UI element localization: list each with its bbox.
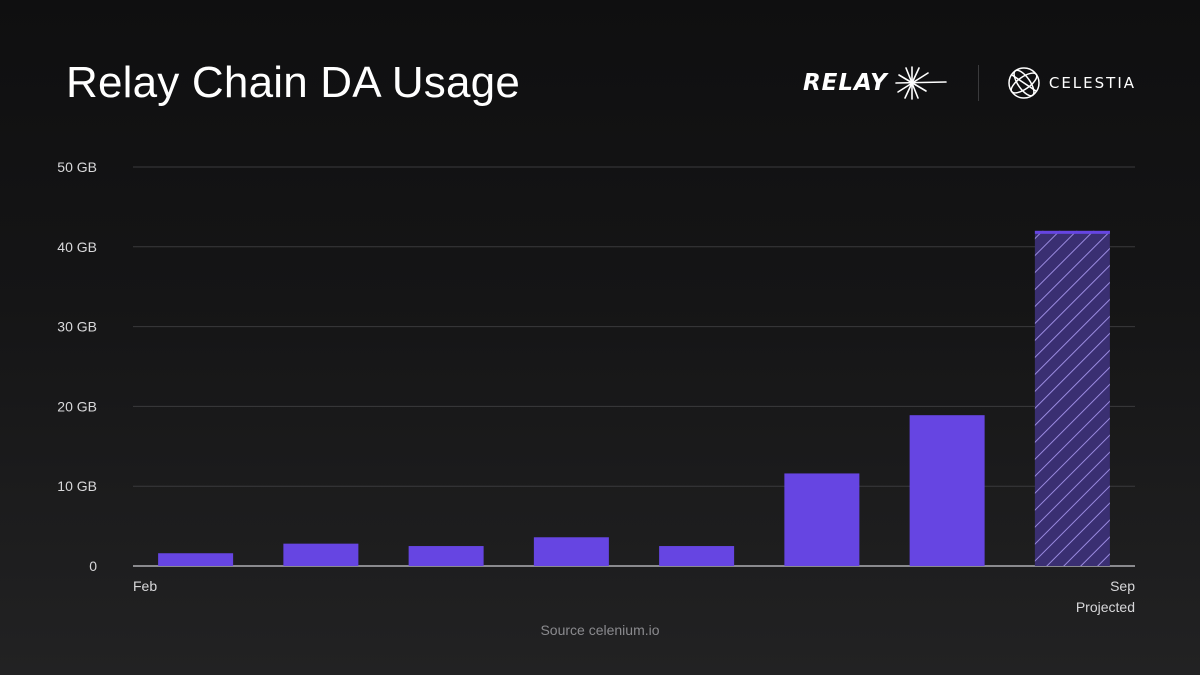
bar	[784, 473, 860, 566]
chart-title: Relay Chain DA Usage	[66, 58, 521, 107]
bar	[659, 546, 735, 566]
y-tick-label: 20 GB	[57, 398, 97, 414]
y-tick-label: 50 GB	[57, 159, 97, 175]
relay-star-icon	[895, 66, 947, 100]
celestia-logo: CELESTIA	[1007, 66, 1136, 100]
brand-divider	[977, 65, 979, 101]
bar-projected-cap	[1034, 230, 1110, 234]
bar	[283, 543, 359, 566]
bar	[408, 546, 484, 566]
y-tick-label: 30 GB	[57, 319, 97, 335]
bar-chart: 0 10 GB 20 GB 30 GB 40 GB 50 GB Feb Sep Projecte…	[57, 159, 1135, 615]
y-tick-label: 10 GB	[57, 478, 97, 494]
bar	[909, 415, 985, 566]
bar	[158, 553, 234, 566]
relay-logo: RELAY	[803, 65, 948, 101]
relay-wordmark: RELAY	[802, 70, 888, 96]
celestia-globe-icon	[1008, 67, 1040, 99]
x-tick-label: Sep	[1110, 578, 1135, 594]
brand-logos: RELAY CELESTIA	[803, 62, 1136, 104]
source-note: Source celenium.io	[540, 622, 660, 638]
y-tick-label: 40 GB	[57, 239, 97, 255]
y-tick-label: 0	[89, 558, 97, 574]
x-tick-sublabel: Projected	[1076, 599, 1135, 615]
bar-projected	[1034, 230, 1110, 566]
x-tick-label: Feb	[133, 578, 157, 594]
bar	[533, 537, 609, 566]
celestia-wordmark: CELESTIA	[1048, 74, 1136, 92]
